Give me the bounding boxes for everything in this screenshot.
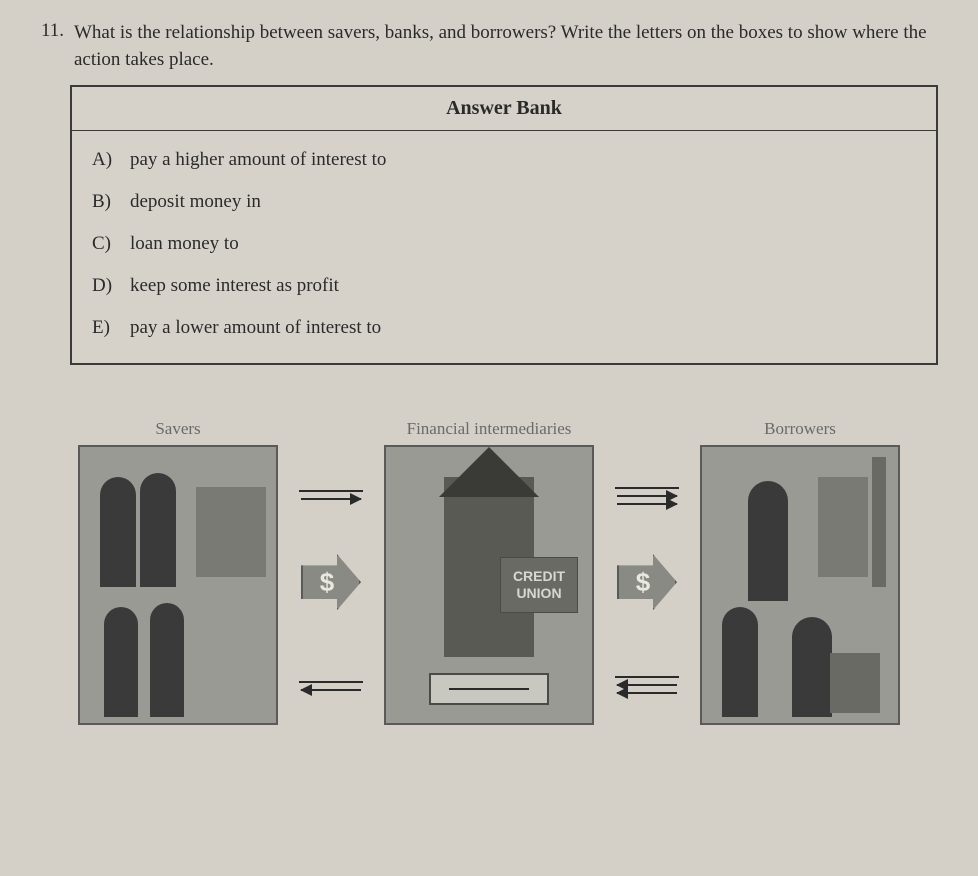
- credit-line1: CREDIT: [501, 568, 577, 585]
- answer-bank-header: Answer Bank: [72, 87, 936, 131]
- question-number: 11.: [30, 20, 64, 73]
- bottom-arrow-blank[interactable]: [299, 665, 363, 691]
- top-arrow-blank[interactable]: [299, 474, 363, 500]
- arrow-left-icon: [617, 684, 677, 686]
- option-letter: A): [92, 149, 118, 171]
- answer-option: B) deposit money in: [92, 181, 916, 223]
- money-arrow-icon: $: [617, 554, 677, 610]
- arrows-right: $: [602, 395, 692, 725]
- center-fill-blank[interactable]: [429, 673, 549, 705]
- option-letter: E): [92, 317, 118, 339]
- fill-blank[interactable]: [299, 474, 363, 492]
- fill-blank[interactable]: [299, 665, 363, 683]
- savers-column: Savers: [78, 395, 278, 725]
- borrowers-column: Borrowers: [700, 395, 900, 725]
- savers-label: Savers: [155, 395, 200, 439]
- top-arrow-blank[interactable]: [615, 471, 679, 505]
- answer-bank: Answer Bank A) pay a higher amount of in…: [70, 85, 938, 365]
- arrow-right-icon: [617, 495, 677, 497]
- answer-option: C) loan money to: [92, 223, 916, 265]
- option-text: pay a higher amount of interest to: [130, 149, 386, 171]
- borrowers-label: Borrowers: [764, 395, 836, 439]
- question-row: 11. What is the relationship between sav…: [30, 20, 948, 73]
- option-letter: B): [92, 191, 118, 213]
- bottom-arrow-blank[interactable]: [615, 660, 679, 694]
- arrow-right-icon: [301, 498, 361, 500]
- arrow-right-icon: [617, 503, 677, 505]
- intermediaries-column: Financial intermediaries CREDIT UNION: [384, 395, 594, 725]
- option-text: keep some interest as profit: [130, 275, 339, 297]
- intermediaries-image: CREDIT UNION: [384, 445, 594, 725]
- answer-option: D) keep some interest as profit: [92, 265, 916, 307]
- answer-option: E) pay a lower amount of interest to: [92, 307, 916, 349]
- money-arrow-icon: $: [301, 554, 361, 610]
- option-text: loan money to: [130, 233, 239, 255]
- fill-blank-line: [449, 688, 529, 690]
- fill-blank[interactable]: [615, 660, 679, 678]
- answer-bank-list: A) pay a higher amount of interest to B)…: [72, 131, 936, 363]
- fill-blank[interactable]: [615, 471, 679, 489]
- credit-union-sign: CREDIT UNION: [500, 557, 578, 613]
- option-letter: C): [92, 233, 118, 255]
- dollar-icon: $: [636, 567, 650, 598]
- option-text: pay a lower amount of interest to: [130, 317, 381, 339]
- flow-diagram: Savers $ Financial intermediaries CREDI: [50, 395, 928, 725]
- dollar-icon: $: [320, 567, 334, 598]
- answer-option: A) pay a higher amount of interest to: [92, 139, 916, 181]
- option-letter: D): [92, 275, 118, 297]
- roof-icon: [439, 447, 539, 497]
- option-text: deposit money in: [130, 191, 261, 213]
- question-text: What is the relationship between savers,…: [74, 20, 948, 73]
- savers-image: [78, 445, 278, 725]
- borrowers-image: [700, 445, 900, 725]
- arrows-left: $: [286, 395, 376, 725]
- arrow-left-icon: [617, 692, 677, 694]
- arrow-left-icon: [301, 689, 361, 691]
- credit-line2: UNION: [501, 585, 577, 602]
- intermediaries-label: Financial intermediaries: [407, 395, 572, 439]
